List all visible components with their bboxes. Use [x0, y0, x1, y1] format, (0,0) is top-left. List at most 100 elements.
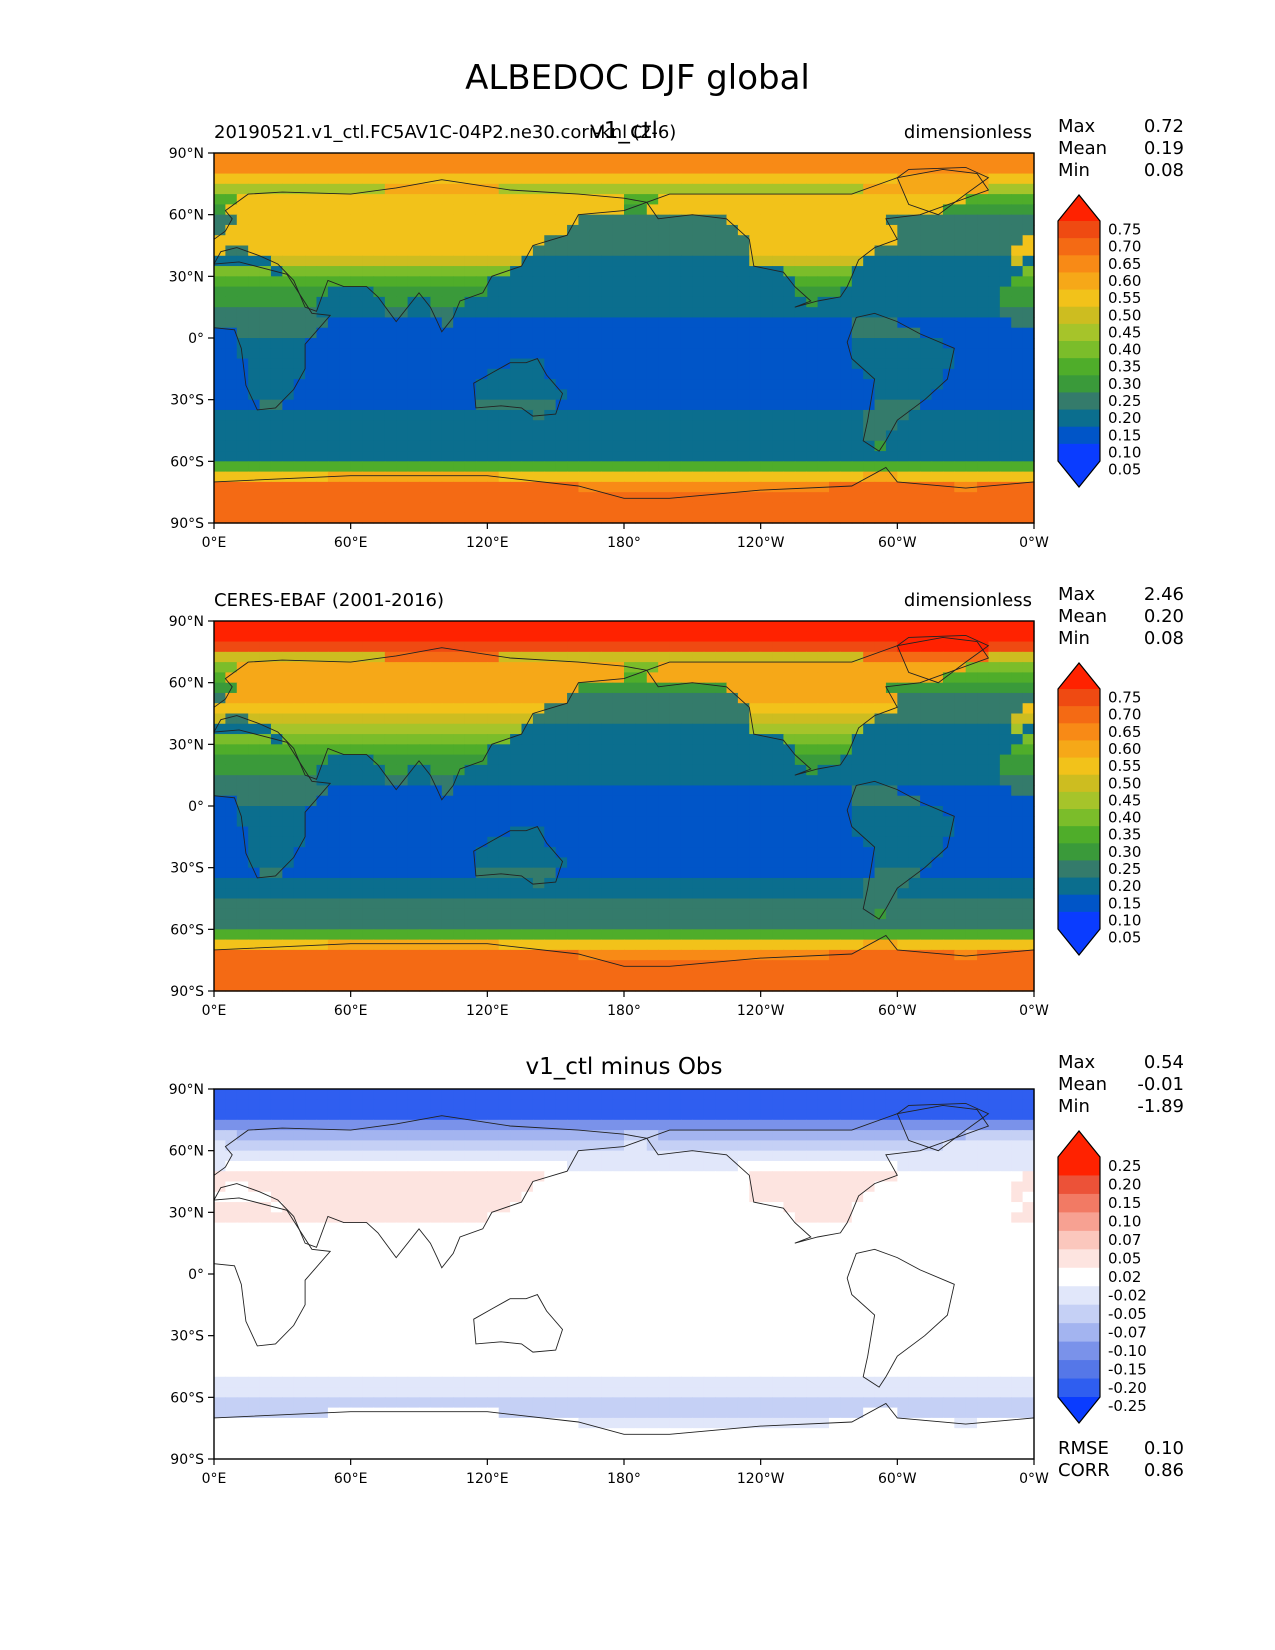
heatmap-cell [293, 692, 306, 704]
heatmap-cell [772, 857, 785, 869]
heatmap-cell [555, 163, 568, 175]
heatmap-cell [270, 785, 283, 797]
heatmap-cell [908, 816, 921, 828]
heatmap-cell [931, 703, 944, 715]
heatmap-cell [863, 713, 876, 725]
heatmap-cell [874, 754, 887, 766]
heatmap-cell [498, 662, 511, 673]
heatmap-cell [669, 785, 682, 797]
heatmap-cell [601, 409, 614, 421]
heatmap-cell [1022, 276, 1035, 288]
heatmap-cell [555, 153, 568, 164]
heatmap-cell [578, 348, 591, 360]
heatmap-cell [635, 481, 648, 493]
heatmap-cell [715, 183, 728, 195]
heatmap-cell [737, 245, 750, 257]
heatmap-cell [521, 682, 534, 694]
heatmap-cell [646, 754, 659, 766]
heatmap-cell [259, 641, 272, 653]
heatmap-cell [874, 163, 887, 175]
heatmap-cell [384, 795, 397, 807]
heatmap-cell [475, 194, 488, 205]
heatmap-cell [430, 492, 443, 504]
heatmap-cell [829, 266, 841, 277]
heatmap-cell [680, 651, 693, 663]
heatmap-cell [646, 692, 659, 704]
heatmap-cell [248, 877, 261, 889]
heatmap-cell [305, 399, 318, 411]
heatmap-cell [794, 795, 807, 807]
heatmap-cell [897, 908, 910, 920]
heatmap-cell [658, 255, 671, 267]
heatmap-cell [225, 754, 238, 766]
heatmap-cell [339, 409, 352, 421]
heatmap-cell [475, 713, 488, 725]
heatmap-cell [441, 430, 454, 442]
panel-2-max-label: Max [1058, 584, 1096, 605]
heatmap-cell [737, 214, 750, 226]
heatmap-cell [567, 379, 580, 390]
heatmap-cell [749, 389, 762, 401]
heatmap-cell [737, 255, 750, 267]
heatmap-cell [464, 754, 477, 766]
heatmap-cell [532, 939, 545, 951]
heatmap-cell [236, 379, 249, 390]
heatmap-cell [214, 682, 226, 694]
heatmap-cell [737, 662, 750, 673]
heatmap-cell [464, 795, 477, 807]
heatmap-cell [521, 512, 534, 524]
heatmap-cell [692, 348, 705, 360]
heatmap-cell [532, 338, 545, 349]
heatmap-cell [931, 286, 944, 298]
heatmap-cell [362, 929, 375, 941]
heatmap-cell [578, 245, 591, 257]
heatmap-cell [327, 338, 340, 349]
heatmap-cell [441, 163, 454, 175]
heatmap-cell [612, 163, 625, 175]
heatmap-cell [863, 806, 876, 817]
heatmap-cell [316, 420, 329, 432]
heatmap-cell [999, 399, 1012, 411]
colorbar-label: 0.50 [1108, 306, 1141, 324]
heatmap-cell [1022, 898, 1035, 910]
heatmap-cell [384, 307, 397, 319]
heatmap-cell [270, 857, 283, 869]
heatmap-cell [874, 338, 887, 349]
heatmap-cell [327, 440, 340, 452]
heatmap-cell [635, 723, 648, 735]
heatmap-cell [965, 836, 978, 848]
heatmap-cell [475, 266, 488, 277]
heatmap-cell [954, 389, 967, 401]
heatmap-cell [555, 682, 568, 694]
heatmap-cell [453, 836, 466, 848]
heatmap-cell [430, 939, 443, 951]
heatmap-cell [589, 795, 602, 807]
heatmap-cell [464, 327, 477, 339]
heatmap-cell [726, 235, 739, 247]
heatmap-cell [806, 451, 819, 462]
heatmap-cell [635, 245, 648, 257]
heatmap-cell [737, 929, 750, 941]
heatmap-cell [487, 908, 500, 920]
heatmap-cell [214, 173, 226, 185]
heatmap-cell [373, 641, 386, 653]
heatmap-cell [840, 754, 853, 766]
heatmap-cell [339, 806, 352, 817]
heatmap-cell [794, 224, 807, 236]
heatmap-cell [794, 651, 807, 663]
heatmap-cell [783, 806, 796, 817]
heatmap-cell [214, 461, 226, 473]
heatmap-cell [521, 713, 534, 725]
heatmap-cell [589, 214, 602, 226]
heatmap-cell [680, 471, 693, 483]
heatmap-cell [327, 919, 340, 930]
heatmap-cell [225, 379, 238, 390]
heatmap-cell [567, 867, 580, 879]
heatmap-cell [646, 389, 659, 401]
heatmap-cell [920, 379, 933, 390]
heatmap-cell [692, 245, 705, 257]
heatmap-cell [897, 296, 910, 308]
heatmap-cell [999, 204, 1012, 216]
heatmap-cell [999, 785, 1012, 797]
heatmap-cell [532, 296, 545, 308]
